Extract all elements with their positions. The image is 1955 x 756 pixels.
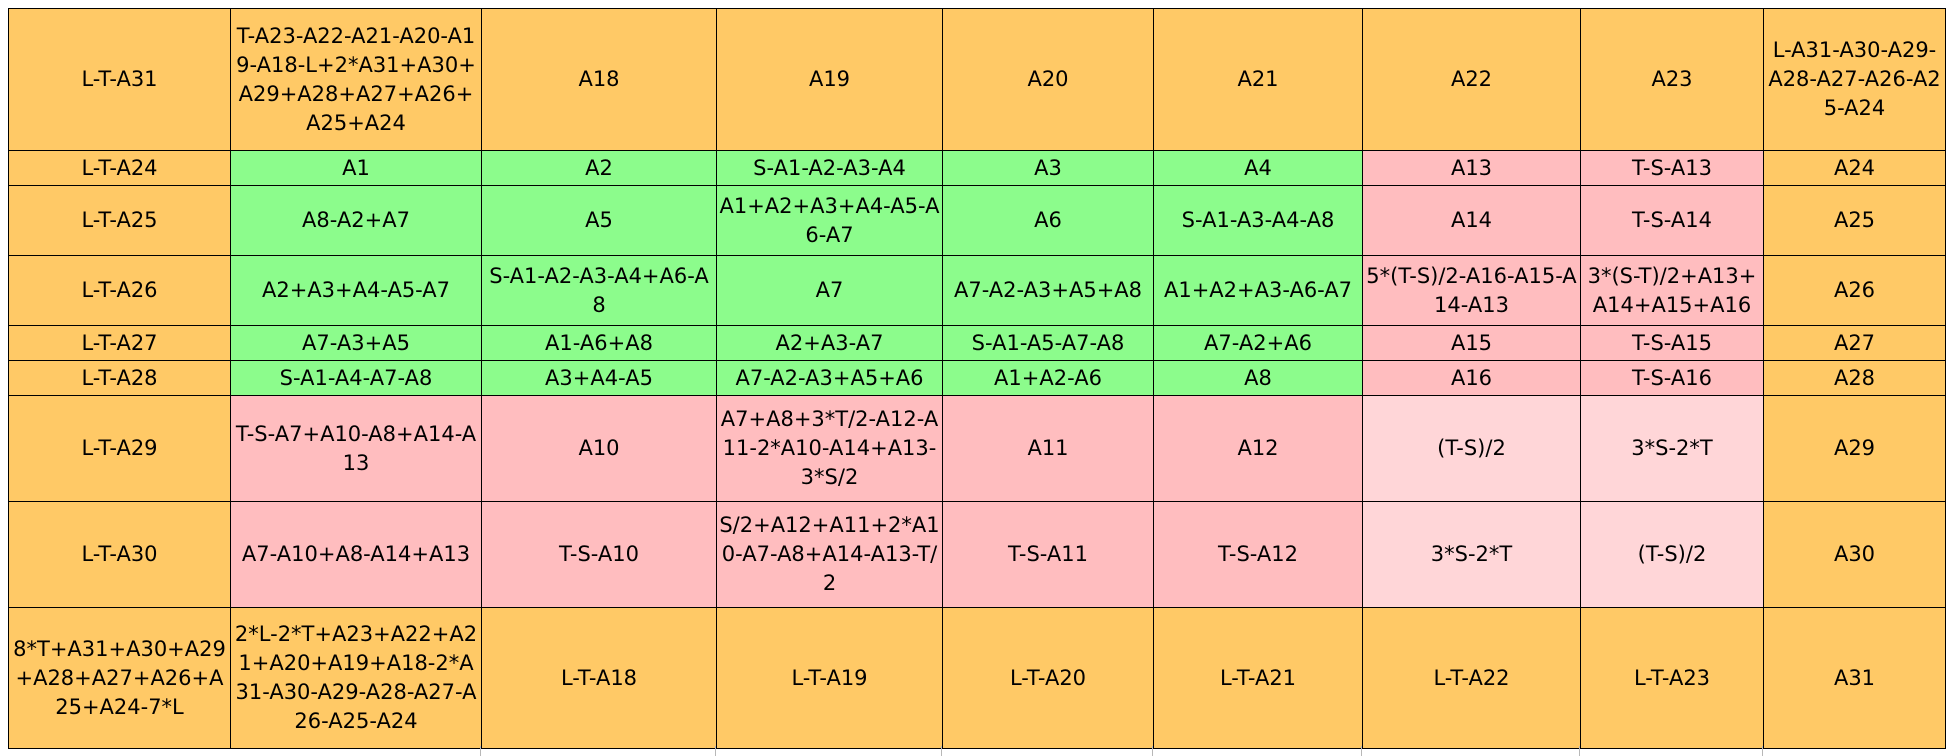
table-cell[interactable]: A1+A2-A6: [942, 360, 1154, 396]
table-cell[interactable]: A16: [1362, 360, 1581, 396]
table-cell[interactable]: T-S-A12: [1153, 501, 1363, 608]
table-cell[interactable]: 3*S-2*T: [1580, 395, 1764, 502]
table-cell[interactable]: A26: [1763, 255, 1946, 326]
table-cell[interactable]: A11: [942, 395, 1154, 502]
table-cell[interactable]: L-T-A29: [8, 395, 231, 502]
table-cell[interactable]: A6: [942, 185, 1154, 256]
table-cell[interactable]: (T-S)/2: [1362, 395, 1581, 502]
table-cell[interactable]: A8: [1153, 360, 1363, 396]
table-cell[interactable]: A28: [1763, 360, 1946, 396]
table-cell[interactable]: L-T-A26: [8, 255, 231, 326]
table-row: L-T-A30 A7-A10+A8-A14+A13 T-S-A10 S/2+A12+A…: [8, 501, 1946, 608]
table-cell[interactable]: L-T-A18: [481, 607, 717, 749]
table-cell[interactable]: A1+A2+A3+A4-A5-A6-A7: [716, 185, 943, 256]
table-row: L-T-A25 A8-A2+A7 A5 A1+A2+A3+A4-A5-A6-A7 A6 S…: [8, 185, 1946, 256]
table-cell[interactable]: A20: [942, 8, 1154, 151]
table-cell[interactable]: S-A1-A4-A7-A8: [230, 360, 482, 396]
table-row: L-T-A27 A7-A3+A5 A1-A6+A8 A2+A3-A7 S-A1-A5-A…: [8, 325, 1946, 361]
table-cell[interactable]: A7+A8+3*T/2-A12-A11-2*A10-A14+A13-3*S/2: [716, 395, 943, 502]
table-cell[interactable]: 3*(S-T)/2+A13+A14+A15+A16: [1580, 255, 1764, 326]
table-cell[interactable]: A7: [716, 255, 943, 326]
table-cell[interactable]: A24: [1763, 150, 1946, 186]
table-cell[interactable]: T-S-A16: [1580, 360, 1764, 396]
table-cell[interactable]: A23: [1580, 8, 1764, 151]
table-cell[interactable]: A3: [942, 150, 1154, 186]
gridline-stub: [941, 746, 942, 756]
table-cell[interactable]: L-T-A27: [8, 325, 231, 361]
table-cell[interactable]: (T-S)/2: [1580, 501, 1764, 608]
table-cell[interactable]: T-A23-A22-A21-A20-A19-A18-L+2*A31+A30+A2…: [230, 8, 482, 151]
table-cell[interactable]: A31: [1763, 607, 1946, 749]
table-cell[interactable]: 3*S-2*T: [1362, 501, 1581, 608]
table-cell[interactable]: A22: [1362, 8, 1581, 151]
table-cell[interactable]: A30: [1763, 501, 1946, 608]
table-cell[interactable]: L-T-A22: [1362, 607, 1581, 749]
table-cell[interactable]: A1-A6+A8: [481, 325, 717, 361]
table-row: 8*T+A31+A30+A29+A28+A27+A26+A25+A24-7*L 2…: [8, 607, 1946, 749]
table-row: L-T-A31 T-A23-A22-A21-A20-A19-A18-L+2*A31…: [8, 8, 1946, 151]
table-cell[interactable]: A2+A3-A7: [716, 325, 943, 361]
table-cell[interactable]: A1: [230, 150, 482, 186]
table-row: L-T-A24 A1 A2 S-A1-A2-A3-A4 A3 A4 A13 T-S-A13 A2…: [8, 150, 1946, 186]
table-cell[interactable]: L-A31-A30-A29-A28-A27-A26-A25-A24: [1763, 8, 1946, 151]
table-cell[interactable]: A1+A2+A3-A6-A7: [1153, 255, 1363, 326]
table-cell[interactable]: S-A1-A3-A4-A8: [1153, 185, 1363, 256]
grid-body: L-T-A31 T-A23-A22-A21-A20-A19-A18-L+2*A31…: [8, 8, 1946, 749]
table-cell[interactable]: 2*L-2*T+A23+A22+A21+A20+A19+A18-2*A31-A3…: [230, 607, 482, 749]
table-cell[interactable]: A7-A2-A3+A5+A8: [942, 255, 1154, 326]
table-row: L-T-A29 T-S-A7+A10-A8+A14-A13 A10 A7+A8+3*T…: [8, 395, 1946, 502]
table-cell[interactable]: A27: [1763, 325, 1946, 361]
table-cell[interactable]: L-T-A31: [8, 8, 231, 151]
gridline-stub: [480, 746, 481, 756]
table-cell[interactable]: A13: [1362, 150, 1581, 186]
table-cell[interactable]: T-S-A14: [1580, 185, 1764, 256]
gridline-stub: [1762, 746, 1763, 756]
table-cell[interactable]: S-A1-A5-A7-A8: [942, 325, 1154, 361]
table-cell[interactable]: A4: [1153, 150, 1363, 186]
table-cell[interactable]: A2+A3+A4-A5-A7: [230, 255, 482, 326]
table-cell[interactable]: A3+A4-A5: [481, 360, 717, 396]
table-cell[interactable]: S-A1-A2-A3-A4+A6-A8: [481, 255, 717, 326]
table-cell[interactable]: A10: [481, 395, 717, 502]
table-cell[interactable]: T-S-A15: [1580, 325, 1764, 361]
table-cell[interactable]: L-T-A21: [1153, 607, 1363, 749]
table-cell[interactable]: A12: [1153, 395, 1363, 502]
table-cell[interactable]: A21: [1153, 8, 1363, 151]
gridline-stub: [1361, 746, 1362, 756]
table-cell[interactable]: A7-A3+A5: [230, 325, 482, 361]
gridline-stub: [715, 746, 716, 756]
table-cell[interactable]: A14: [1362, 185, 1581, 256]
table-cell[interactable]: T-S-A13: [1580, 150, 1764, 186]
table-row: L-T-A26 A2+A3+A4-A5-A7 S-A1-A2-A3-A4+A6-A8…: [8, 255, 1946, 326]
table-cell[interactable]: T-S-A11: [942, 501, 1154, 608]
table-cell[interactable]: L-T-A28: [8, 360, 231, 396]
table-cell[interactable]: T-S-A7+A10-A8+A14-A13: [230, 395, 482, 502]
table-cell[interactable]: A29: [1763, 395, 1946, 502]
table-cell[interactable]: A2: [481, 150, 717, 186]
table-cell[interactable]: L-T-A24: [8, 150, 231, 186]
gridline-stub: [1152, 746, 1153, 756]
table-cell[interactable]: A7-A10+A8-A14+A13: [230, 501, 482, 608]
table-cell[interactable]: L-T-A19: [716, 607, 943, 749]
table-cell[interactable]: A19: [716, 8, 943, 151]
table-cell[interactable]: A25: [1763, 185, 1946, 256]
gridline-stub: [1579, 746, 1580, 756]
table-cell[interactable]: S-A1-A2-A3-A4: [716, 150, 943, 186]
table-cell[interactable]: S/2+A12+A11+2*A10-A7-A8+A14-A13-T/2: [716, 501, 943, 608]
formula-grid: L-T-A31 T-A23-A22-A21-A20-A19-A18-L+2*A31…: [8, 8, 1946, 749]
table-cell[interactable]: 8*T+A31+A30+A29+A28+A27+A26+A25+A24-7*L: [8, 607, 231, 749]
table-cell[interactable]: A5: [481, 185, 717, 256]
table-cell[interactable]: A15: [1362, 325, 1581, 361]
table-cell[interactable]: A7-A2+A6: [1153, 325, 1363, 361]
table-cell[interactable]: L-T-A25: [8, 185, 231, 256]
table-cell[interactable]: A7-A2-A3+A5+A6: [716, 360, 943, 396]
table-cell[interactable]: A8-A2+A7: [230, 185, 482, 256]
table-cell[interactable]: L-T-A23: [1580, 607, 1764, 749]
table-cell[interactable]: L-T-A30: [8, 501, 231, 608]
table-cell[interactable]: 5*(T-S)/2-A16-A15-A14-A13: [1362, 255, 1581, 326]
table-cell[interactable]: A18: [481, 8, 717, 151]
table-cell[interactable]: L-T-A20: [942, 607, 1154, 749]
table-cell[interactable]: T-S-A10: [481, 501, 717, 608]
table-row: L-T-A28 S-A1-A4-A7-A8 A3+A4-A5 A7-A2-A3+A5+…: [8, 360, 1946, 396]
